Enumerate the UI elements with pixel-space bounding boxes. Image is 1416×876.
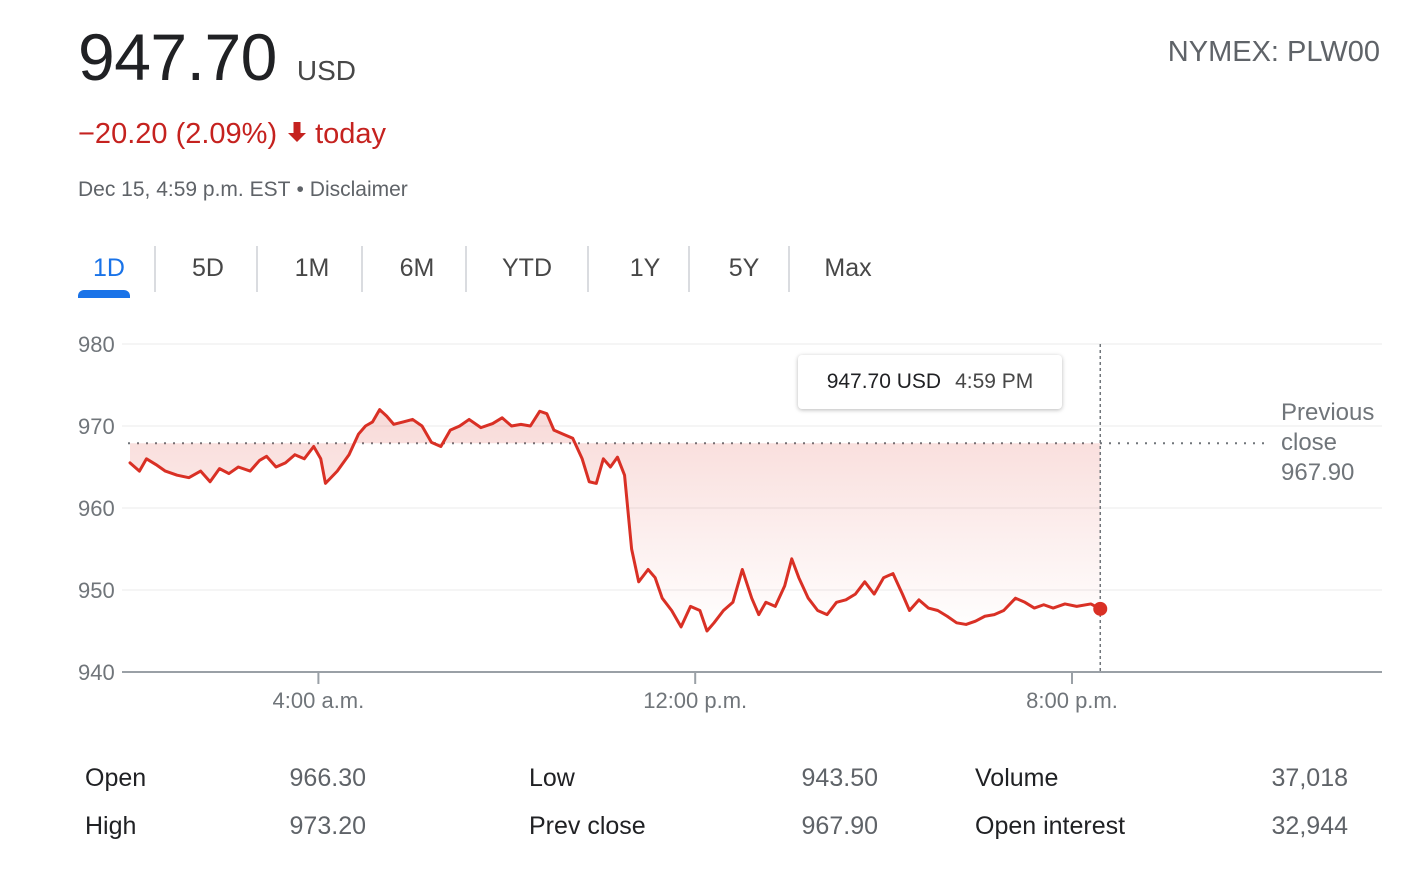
tab-5y[interactable]: 5Y <box>728 253 760 282</box>
tab-1m[interactable]: 1M <box>294 253 330 282</box>
separator-dot: • <box>296 178 304 201</box>
price-line <box>128 408 1102 633</box>
tab-6m[interactable]: 6M <box>399 253 435 282</box>
stat-label-volume: Volume <box>975 764 1059 792</box>
price-change: −20.20 (2.09%) today <box>78 118 386 151</box>
tooltip-time: 4:59 PM <box>955 370 1034 393</box>
disclaimer-link[interactable]: Disclaimer <box>309 178 408 201</box>
x-tick-label: 8:00 p.m. <box>1026 688 1118 713</box>
y-tick-label: 980 <box>78 332 115 357</box>
stat-label-high: High <box>85 812 137 840</box>
stat-label-low: Low <box>529 764 575 792</box>
stat-label-open: Open <box>85 764 147 792</box>
y-tick-label: 960 <box>78 496 115 521</box>
change-period: today <box>315 118 387 150</box>
y-tick-label: 970 <box>78 414 115 439</box>
current-price: 947.70 <box>78 20 277 94</box>
currency-label: USD <box>296 55 356 86</box>
tab-1y[interactable]: 1Y <box>629 253 661 282</box>
stat-value-prev-close: 967.90 <box>801 812 878 840</box>
y-tick-label: 940 <box>78 660 115 685</box>
tab-divider <box>256 246 258 292</box>
x-tick-label: 4:00 a.m. <box>273 688 365 713</box>
tab-divider <box>587 246 589 292</box>
stat-label-prev-close: Prev close <box>529 812 646 840</box>
y-tick-label: 950 <box>78 578 115 603</box>
change-value: −20.20 (2.09%) <box>78 118 278 150</box>
current-point-marker <box>1093 601 1108 616</box>
stat-value-open: 966.30 <box>289 764 366 792</box>
previous-close-value: 967.90 <box>1281 459 1355 486</box>
tab-divider <box>361 246 363 292</box>
tooltip-price: 947.70 USD <box>826 370 942 393</box>
previous-close-line2: close <box>1281 429 1338 456</box>
stat-label-open-interest: Open interest <box>975 812 1126 840</box>
tab-max[interactable]: Max <box>824 253 872 282</box>
tab-5d[interactable]: 5D <box>192 253 224 282</box>
tab-1d[interactable]: 1D <box>93 253 125 282</box>
active-tab-indicator <box>78 290 130 298</box>
range-tabs: 1D 5D 1M 6M YTD 1Y 5Y Max <box>78 244 908 300</box>
tab-divider <box>788 246 790 292</box>
quote-meta: Dec 15, 4:59 p.m. EST • Disclaimer <box>78 178 408 202</box>
tab-ytd[interactable]: YTD <box>502 253 552 282</box>
stat-value-open-interest: 32,944 <box>1271 812 1348 840</box>
stat-value-high: 973.20 <box>289 812 366 840</box>
ticker-symbol: NYMEX: PLW00 <box>1167 36 1380 68</box>
stat-value-volume: 37,018 <box>1271 764 1348 792</box>
price-area-fill <box>130 409 1101 631</box>
x-tick-label: 12:00 p.m. <box>643 688 747 713</box>
previous-close-label: Previous close 967.90 <box>1281 398 1374 488</box>
quote-timestamp: Dec 15, 4:59 p.m. EST <box>78 178 291 201</box>
stat-value-low: 943.50 <box>801 764 878 792</box>
price-header: 947.70 USD <box>78 24 356 90</box>
tab-divider <box>688 246 690 292</box>
arrow-down-icon <box>287 118 307 151</box>
tab-divider <box>154 246 156 292</box>
previous-close-line1: Previous <box>1281 399 1375 426</box>
tab-divider <box>465 246 467 292</box>
price-chart[interactable]: 980 970 960 950 940 4:00 a.m. 12:00 p.m. 8:00 p… <box>0 320 1416 720</box>
chart-tooltip: 947.70 USD 4:59 PM <box>798 355 1062 409</box>
